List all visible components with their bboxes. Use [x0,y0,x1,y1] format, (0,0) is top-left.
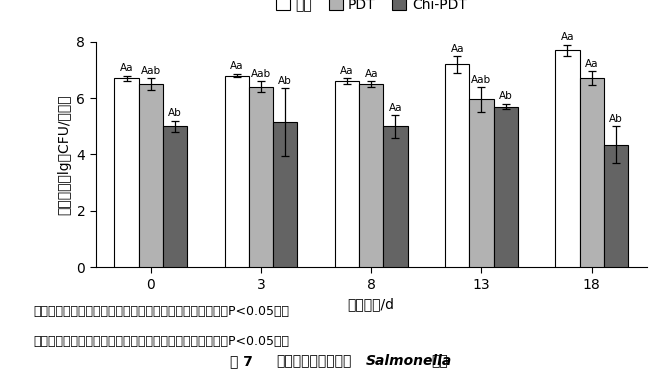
Text: Aab: Aab [251,69,271,79]
Text: Aa: Aa [561,32,574,42]
Bar [494,106,518,267]
Bar [224,75,249,267]
Bar [359,84,383,267]
Text: Aa: Aa [120,63,133,73]
Bar [139,84,163,267]
Text: Aa: Aa [341,66,354,76]
Y-axis label: 菌落总数（lg（CFU/果））: 菌落总数（lg（CFU/果）） [57,94,71,215]
Text: Aab: Aab [471,75,492,85]
Bar [335,81,359,267]
Text: Ab: Ab [609,114,623,124]
Legend: 对照, PDT, Chi-PDT: 对照, PDT, Chi-PDT [270,0,473,17]
Bar [469,99,494,267]
Bar [604,144,628,267]
Text: Aa: Aa [389,103,402,113]
Bar [383,126,408,267]
Text: 圣女果在保藏期间的: 圣女果在保藏期间的 [276,354,351,368]
Text: Aa: Aa [230,61,244,71]
Bar [163,126,187,267]
Text: Aab: Aab [141,66,161,76]
Text: Salmonella: Salmonella [366,354,452,368]
Text: Ab: Ab [279,76,292,86]
Text: 图 7: 图 7 [230,354,273,368]
Text: 小写字母不同表示同一时间不同处理组间存在显著性差异（P<0.05）；: 小写字母不同表示同一时间不同处理组间存在显著性差异（P<0.05）； [33,305,289,318]
Bar [579,78,604,267]
Text: Aa: Aa [364,69,378,79]
Text: Ab: Ab [499,91,513,102]
Text: Aa: Aa [451,44,464,53]
Bar [445,64,469,267]
Text: Ab: Ab [168,108,182,118]
X-axis label: 保藏时间/d: 保藏时间/d [348,297,395,311]
Bar [555,50,579,267]
Text: Aa: Aa [585,59,599,69]
Bar [114,78,139,267]
Text: 数量: 数量 [431,354,447,368]
Bar [249,87,273,267]
Bar [273,122,298,267]
Text: 大写字母不同表示同一处理组在贮藏期间存在显著性差异（P<0.05）。: 大写字母不同表示同一处理组在贮藏期间存在显著性差异（P<0.05）。 [33,335,289,348]
